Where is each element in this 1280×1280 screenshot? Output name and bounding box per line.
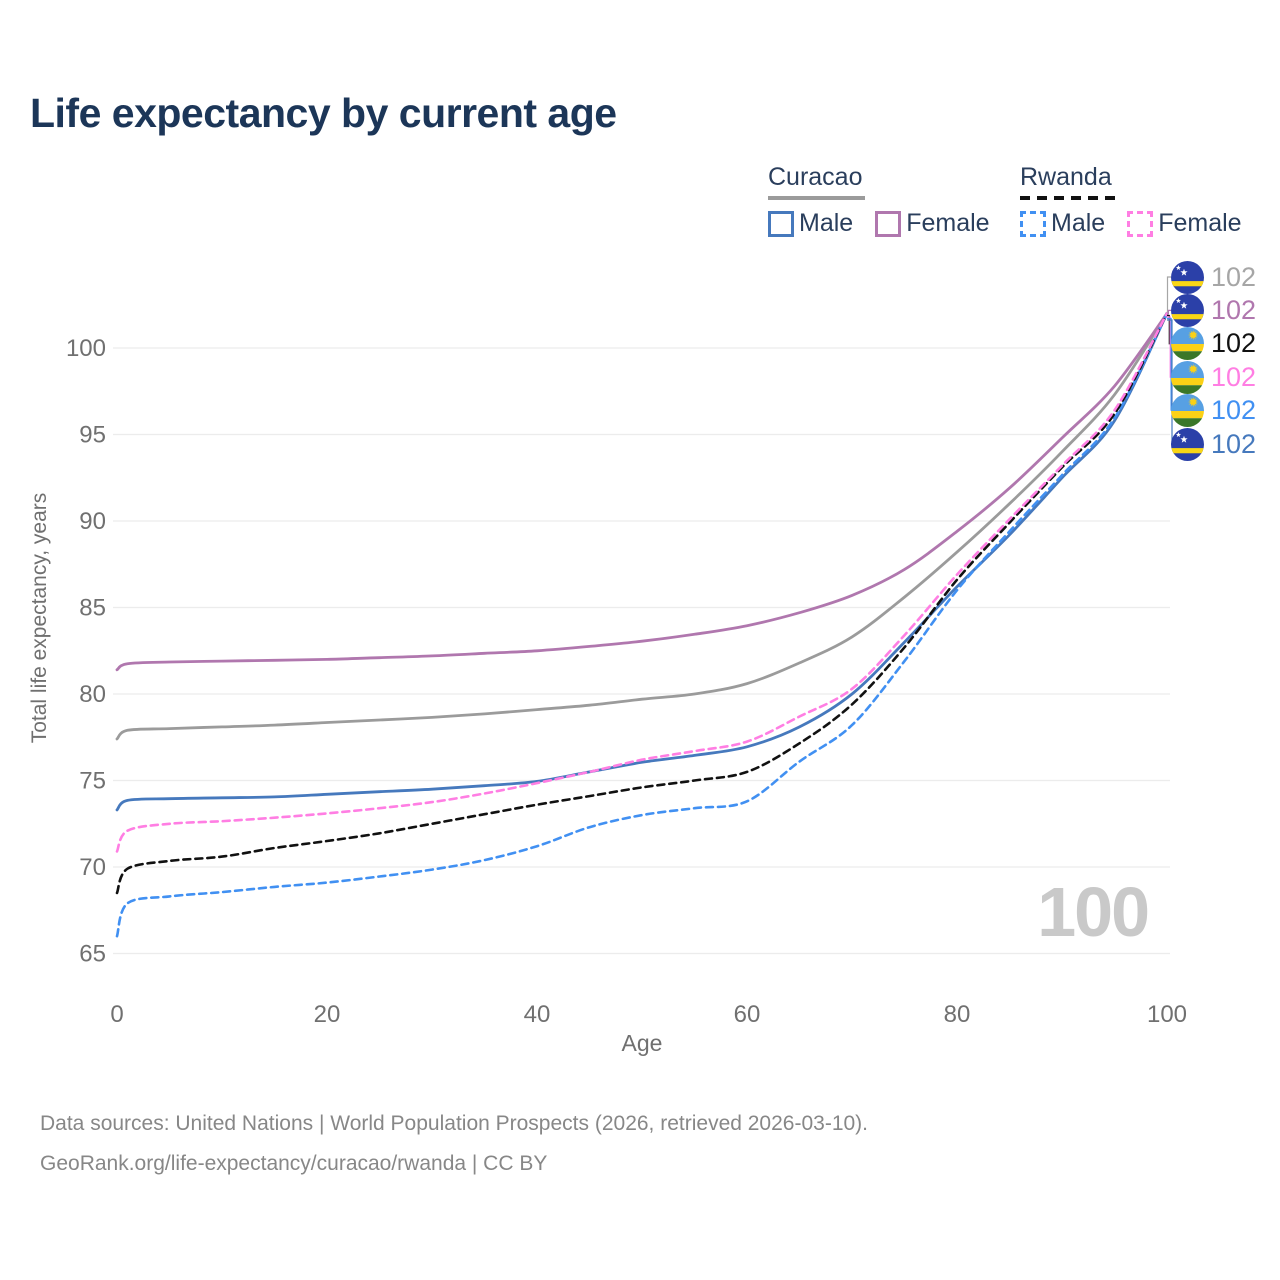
legend-item-rwanda-male[interactable]: Male xyxy=(1020,209,1105,238)
x-tick-label: 20 xyxy=(314,1001,341,1028)
footer: Data sources: United Nations | World Pop… xyxy=(40,1104,868,1184)
legend-item-curacao-male[interactable]: Male xyxy=(768,209,853,238)
legend-group-title-curacao[interactable]: Curacao xyxy=(768,163,863,191)
end-label-curacao-both-sexes-: 102 xyxy=(1171,260,1257,294)
legend-item-rwanda-female[interactable]: Female xyxy=(1127,209,1242,238)
y-tick-label: 75 xyxy=(79,768,106,795)
series-line-curacao-male[interactable] xyxy=(115,312,1169,812)
x-tick-label: 40 xyxy=(524,1001,551,1028)
series-line-rwanda-male[interactable] xyxy=(115,312,1169,938)
x-tick-label: 80 xyxy=(944,1001,971,1028)
rwanda-flag-icon xyxy=(1171,360,1204,394)
rwanda-flag-icon xyxy=(1171,394,1204,428)
legend-item-label: Female xyxy=(906,209,990,237)
legend-item-label: Male xyxy=(799,209,854,237)
end-label-rwanda-both-sexes-: 102 xyxy=(1171,327,1257,361)
rwanda-female-swatch-icon xyxy=(1127,210,1154,237)
y-tick-label: 80 xyxy=(79,681,106,708)
rwanda-male-swatch-icon xyxy=(1020,210,1046,237)
legend-group-curacao: Curacao Male Female xyxy=(768,163,990,238)
x-tick-label: 0 xyxy=(110,1001,123,1028)
x-axis-title: Age xyxy=(622,1030,663,1056)
legend-item-curacao-female[interactable]: Female xyxy=(875,209,990,238)
end-value: 102 xyxy=(1211,361,1257,392)
hover-age-watermark: 100 xyxy=(1037,873,1150,951)
rwanda-line-swatch xyxy=(1020,196,1117,200)
curacao-female-swatch-icon xyxy=(875,210,902,237)
y-tick-label: 90 xyxy=(79,508,106,535)
curacao-line-swatch xyxy=(768,196,865,200)
y-tick-label: 85 xyxy=(79,595,106,622)
curacao-flag-icon xyxy=(1171,427,1204,461)
y-tick-label: 65 xyxy=(79,941,106,968)
series-line-rwanda-female[interactable] xyxy=(115,312,1169,853)
end-label-connector xyxy=(1167,309,1171,315)
curacao-flag-icon xyxy=(1171,293,1204,327)
end-label-curacao-male: 102 xyxy=(1171,427,1257,461)
curacao-male-swatch-icon xyxy=(768,210,794,237)
end-label-connector xyxy=(1166,276,1171,314)
end-value: 102 xyxy=(1211,294,1257,325)
y-tick-label: 100 xyxy=(66,335,106,362)
end-value: 102 xyxy=(1211,428,1257,459)
legend-group-title-rwanda[interactable]: Rwanda xyxy=(1020,163,1112,191)
footer-datasource: Data sources: United Nations | World Pop… xyxy=(40,1112,869,1135)
rwanda-flag-icon xyxy=(1171,327,1204,361)
y-axis-title: Total life expectancy, years xyxy=(28,493,51,744)
legend-item-label: Female xyxy=(1158,209,1242,237)
footer-attribution: GeoRank.org/life-expectancy/curacao/rwan… xyxy=(40,1152,548,1175)
series-line-curacao-female[interactable] xyxy=(115,312,1169,672)
series-line-curacao-both-sexes-[interactable] xyxy=(115,312,1169,741)
y-tick-label: 70 xyxy=(79,854,106,881)
x-tick-label: 100 xyxy=(1147,1001,1187,1028)
end-value: 102 xyxy=(1211,261,1257,292)
y-tick-label: 95 xyxy=(79,422,106,449)
legend-item-label: Male xyxy=(1051,209,1106,237)
series-line-rwanda-both-sexes-[interactable] xyxy=(115,312,1169,895)
end-label-curacao-female: 102 xyxy=(1171,293,1257,327)
end-value: 102 xyxy=(1211,395,1257,426)
end-label-rwanda-female: 102 xyxy=(1171,360,1257,394)
page-title: Life expectancy by current age xyxy=(30,90,617,136)
end-value: 102 xyxy=(1211,328,1257,359)
end-label-rwanda-male: 102 xyxy=(1171,394,1257,428)
x-tick-label: 60 xyxy=(734,1001,761,1028)
curacao-flag-icon xyxy=(1171,260,1204,294)
legend-group-rwanda: Rwanda Male Female xyxy=(1020,163,1242,238)
